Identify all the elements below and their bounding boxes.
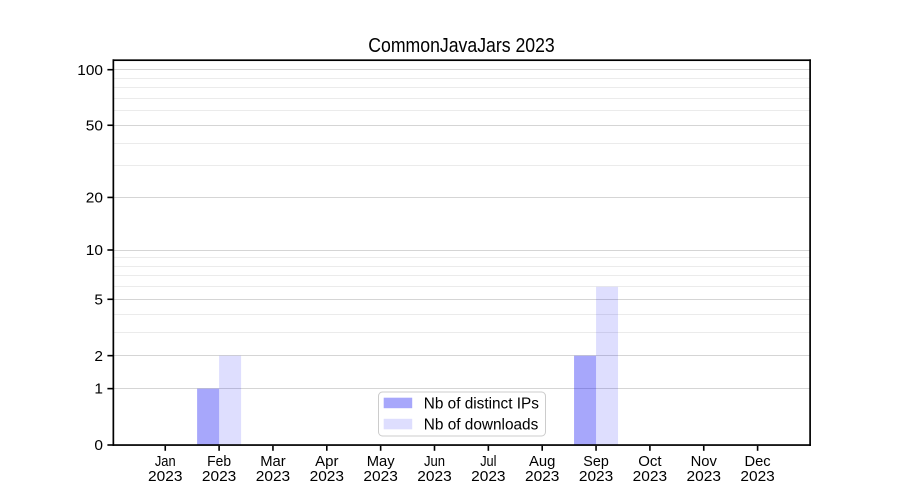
svg-text:Sep: Sep bbox=[583, 453, 609, 470]
svg-text:2023: 2023 bbox=[417, 468, 451, 485]
svg-text:50: 50 bbox=[86, 117, 103, 134]
svg-text:Nb of distinct IPs: Nb of distinct IPs bbox=[424, 396, 539, 413]
svg-text:2023: 2023 bbox=[256, 468, 290, 485]
svg-text:CommonJavaJars 2023: CommonJavaJars 2023 bbox=[368, 35, 555, 57]
svg-text:10: 10 bbox=[86, 242, 103, 259]
svg-text:Apr: Apr bbox=[315, 453, 338, 470]
svg-text:Jul: Jul bbox=[480, 453, 496, 470]
svg-text:2023: 2023 bbox=[202, 468, 236, 485]
svg-text:Mar: Mar bbox=[260, 453, 286, 470]
svg-text:0: 0 bbox=[94, 437, 103, 454]
svg-text:May: May bbox=[367, 453, 395, 470]
svg-text:2023: 2023 bbox=[579, 468, 613, 485]
svg-text:20: 20 bbox=[86, 190, 103, 207]
svg-text:Jan: Jan bbox=[155, 453, 176, 470]
svg-text:1: 1 bbox=[94, 381, 103, 398]
svg-text:Dec: Dec bbox=[745, 453, 772, 470]
svg-text:Aug: Aug bbox=[529, 453, 555, 470]
svg-text:2023: 2023 bbox=[740, 468, 774, 485]
svg-text:Jun: Jun bbox=[424, 453, 445, 470]
svg-text:2: 2 bbox=[94, 348, 103, 365]
svg-text:2023: 2023 bbox=[310, 468, 344, 485]
svg-text:2023: 2023 bbox=[363, 468, 397, 485]
svg-text:2023: 2023 bbox=[687, 468, 721, 485]
svg-text:Feb: Feb bbox=[207, 453, 231, 470]
svg-text:2023: 2023 bbox=[525, 468, 559, 485]
svg-text:Nov: Nov bbox=[691, 453, 718, 470]
svg-text:Nb of downloads: Nb of downloads bbox=[424, 417, 539, 434]
svg-text:5: 5 bbox=[94, 291, 103, 308]
svg-text:100: 100 bbox=[77, 62, 103, 79]
svg-text:2023: 2023 bbox=[471, 468, 505, 485]
svg-text:2023: 2023 bbox=[633, 468, 667, 485]
svg-text:Oct: Oct bbox=[638, 453, 662, 470]
svg-text:2023: 2023 bbox=[148, 468, 182, 485]
